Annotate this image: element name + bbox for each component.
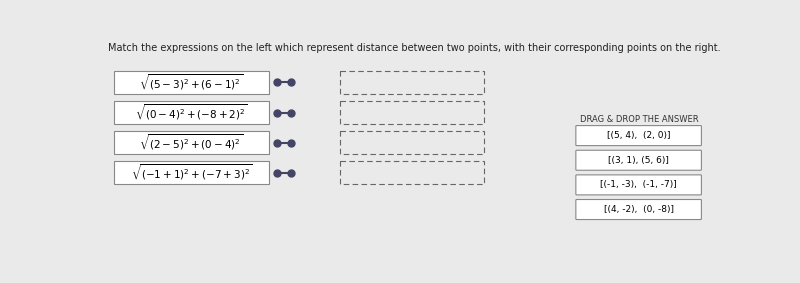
FancyBboxPatch shape <box>576 150 702 170</box>
FancyBboxPatch shape <box>114 131 269 154</box>
Text: [(3, 1), (5, 6)]: [(3, 1), (5, 6)] <box>608 156 669 165</box>
Text: $\sqrt{(0-4)^2+(-8+2)^2}$: $\sqrt{(0-4)^2+(-8+2)^2}$ <box>135 103 248 122</box>
FancyBboxPatch shape <box>114 101 269 124</box>
FancyBboxPatch shape <box>576 126 702 146</box>
Text: DRAG & DROP THE ANSWER: DRAG & DROP THE ANSWER <box>581 115 699 124</box>
FancyBboxPatch shape <box>576 200 702 220</box>
Text: Match the expressions on the left which represent distance between two points, w: Match the expressions on the left which … <box>108 43 720 53</box>
Text: $\sqrt{(5-3)^2+(6-1)^2}$: $\sqrt{(5-3)^2+(6-1)^2}$ <box>139 73 243 92</box>
Text: [(4, -2),  (0, -8)]: [(4, -2), (0, -8)] <box>604 205 674 214</box>
FancyBboxPatch shape <box>114 71 269 94</box>
Text: [(5, 4),  (2, 0)]: [(5, 4), (2, 0)] <box>607 131 670 140</box>
FancyBboxPatch shape <box>114 161 269 184</box>
Text: $\sqrt{(-1+1)^2+(-7+3)^2}$: $\sqrt{(-1+1)^2+(-7+3)^2}$ <box>130 163 252 182</box>
Text: $\sqrt{(2-5)^2+(0-4)^2}$: $\sqrt{(2-5)^2+(0-4)^2}$ <box>139 133 243 152</box>
Text: [(-1, -3),  (-1, -7)]: [(-1, -3), (-1, -7)] <box>600 180 677 189</box>
FancyBboxPatch shape <box>576 175 702 195</box>
